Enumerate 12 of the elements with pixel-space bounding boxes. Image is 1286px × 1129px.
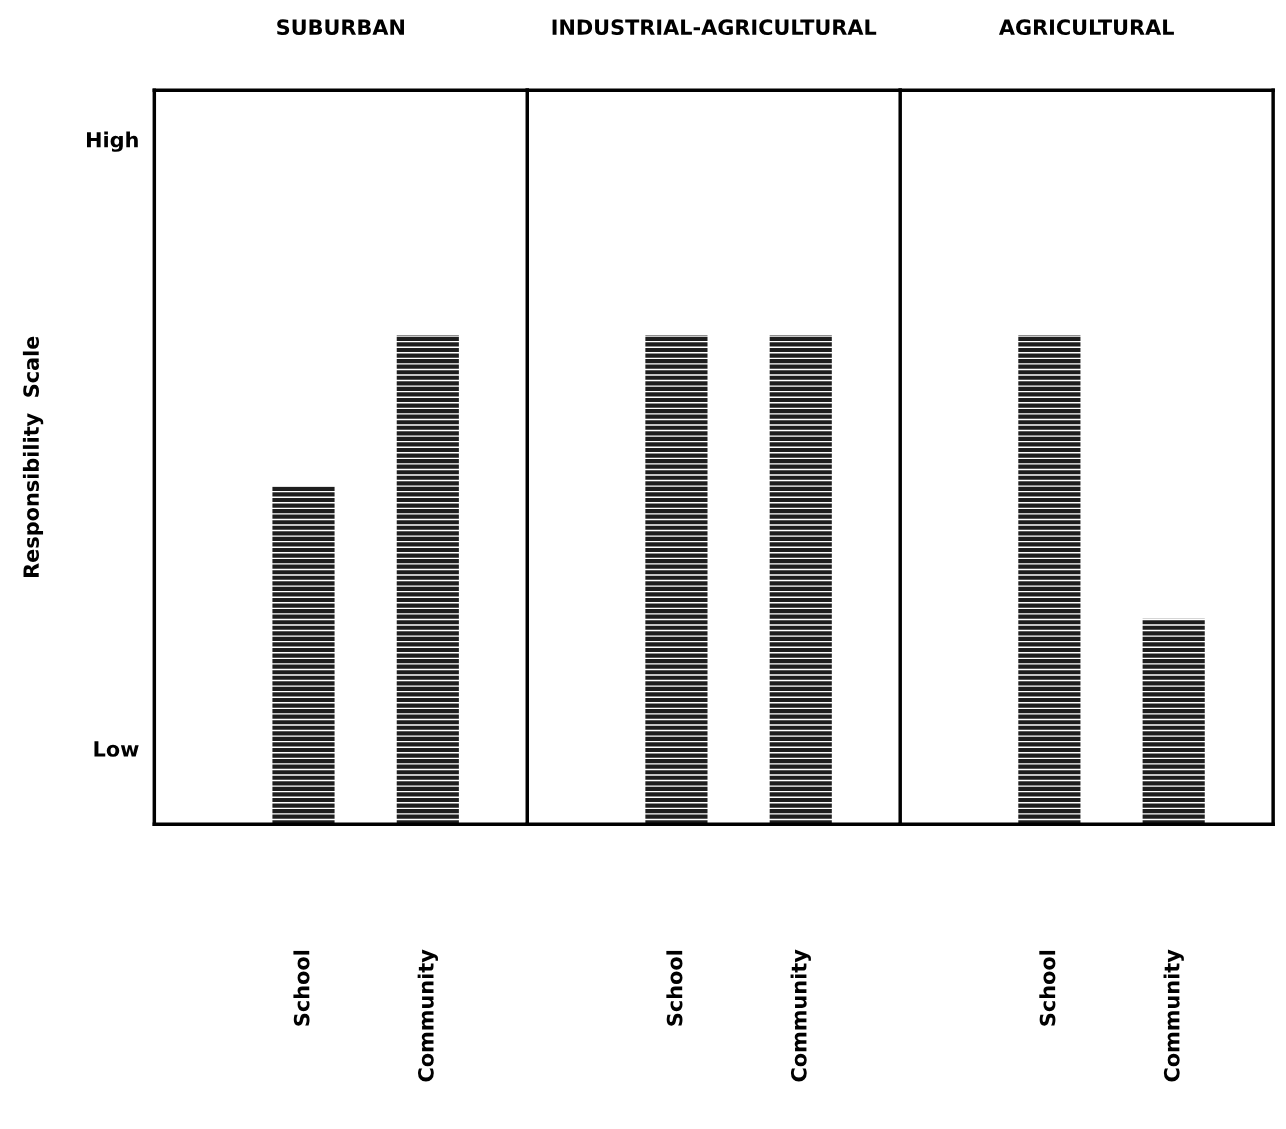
text: High xyxy=(87,131,138,152)
y-axis-title: Responsibility Scale xyxy=(22,336,44,577)
chart-title: AGRICULTURAL xyxy=(998,19,1174,36)
x-tick-label: School xyxy=(1039,950,1056,1026)
x-tick-label: School xyxy=(666,950,683,1026)
x-tick-label: Community xyxy=(417,949,438,1082)
x-tick-label: School xyxy=(293,950,310,1026)
text: Low xyxy=(94,741,139,757)
x-tick-label: Community xyxy=(790,949,811,1082)
chart-title: INDUSTRIAL-AGRICULTURAL xyxy=(552,19,877,36)
chart-title: SUBURBAN xyxy=(277,19,404,36)
x-tick-label: Community xyxy=(1163,949,1184,1082)
